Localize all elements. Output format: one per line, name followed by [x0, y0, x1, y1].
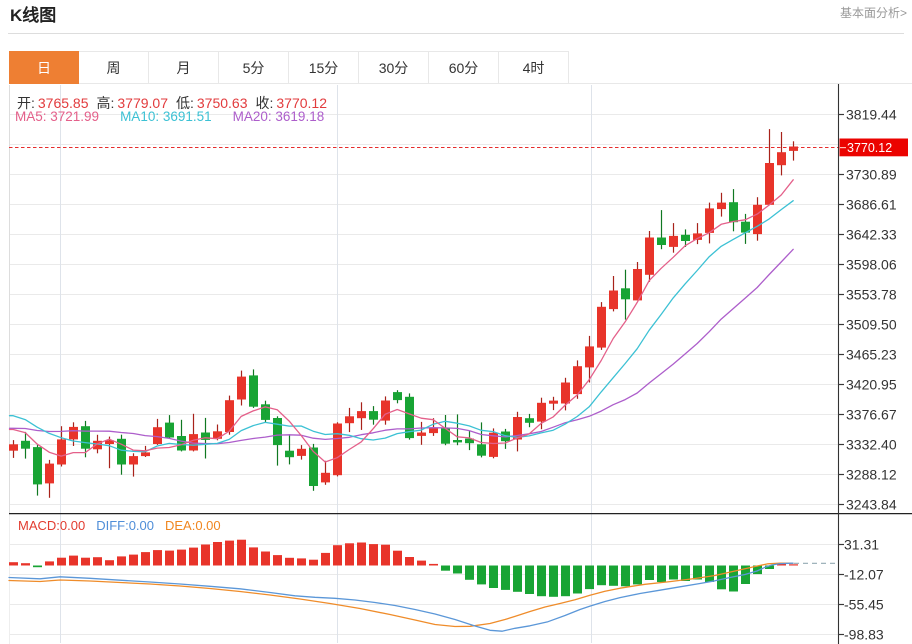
svg-text:3376.67: 3376.67	[846, 407, 897, 423]
svg-text:3420.95: 3420.95	[846, 377, 897, 393]
svg-text:3509.50: 3509.50	[846, 317, 897, 333]
svg-text:3730.89: 3730.89	[846, 167, 897, 183]
svg-text:-55.45: -55.45	[844, 597, 884, 613]
svg-text:3770.12: 3770.12	[847, 141, 892, 155]
svg-text:3598.06: 3598.06	[846, 257, 897, 273]
svg-text:-12.07: -12.07	[844, 567, 884, 583]
svg-text:3642.33: 3642.33	[846, 227, 897, 243]
svg-text:3243.84: 3243.84	[846, 497, 897, 513]
svg-text:3332.40: 3332.40	[846, 437, 897, 453]
svg-text:3465.23: 3465.23	[846, 347, 897, 363]
svg-text:3819.44: 3819.44	[846, 107, 897, 123]
svg-text:3288.12: 3288.12	[846, 467, 897, 483]
svg-text:31.31: 31.31	[844, 537, 879, 553]
svg-text:3686.61: 3686.61	[846, 197, 897, 213]
svg-text:-98.83: -98.83	[844, 627, 884, 643]
svg-text:3553.78: 3553.78	[846, 287, 897, 303]
